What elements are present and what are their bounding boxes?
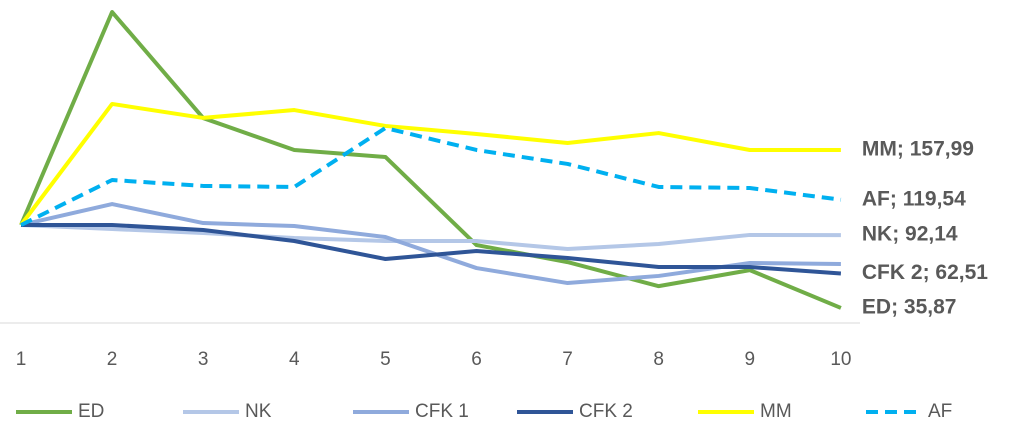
- legend-label: ED: [78, 401, 104, 422]
- x-tick-label: 4: [289, 349, 300, 370]
- legend-label: MM: [760, 401, 792, 422]
- value-label: ED; 35,87: [862, 295, 957, 318]
- series-line: [21, 222, 842, 276]
- series-line: [19, 10, 842, 310]
- x-tick-label: 9: [745, 349, 756, 370]
- value-label: NK; 92,14: [862, 223, 958, 246]
- x-tick-label: 7: [562, 349, 573, 370]
- value-label: AF; 119,54: [862, 187, 966, 210]
- series-line: [20, 126, 842, 227]
- legend-label: CFK 1: [415, 401, 469, 422]
- legend-label: NK: [245, 401, 272, 422]
- x-tick-label: 6: [471, 349, 482, 370]
- x-tick-label: 3: [198, 349, 209, 370]
- x-tick-label: 1: [16, 349, 27, 370]
- series-line: [20, 202, 841, 286]
- series-line: [19, 101, 841, 227]
- value-label: CFK 2; 62,51: [862, 261, 988, 284]
- x-tick-label: 5: [380, 349, 391, 370]
- x-tick-label: 10: [830, 349, 851, 370]
- series-line: [20, 222, 841, 252]
- x-tick-label: 8: [653, 349, 664, 370]
- value-label: MM; 157,99: [862, 138, 974, 161]
- x-tick-label: 2: [107, 349, 118, 370]
- legend-label: AF: [928, 401, 952, 422]
- legend-label: CFK 2: [579, 401, 633, 422]
